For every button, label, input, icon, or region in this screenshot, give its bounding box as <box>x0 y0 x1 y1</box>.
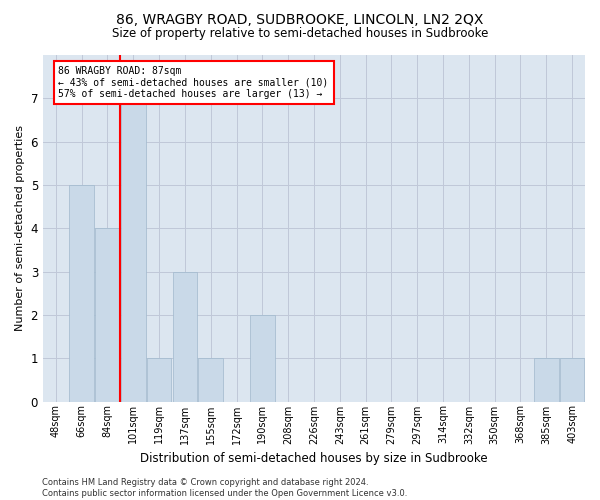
X-axis label: Distribution of semi-detached houses by size in Sudbrooke: Distribution of semi-detached houses by … <box>140 452 488 465</box>
Bar <box>70 185 94 402</box>
Bar <box>173 272 197 402</box>
Bar <box>95 228 120 402</box>
Text: 86 WRAGBY ROAD: 87sqm
← 43% of semi-detached houses are smaller (10)
57% of semi: 86 WRAGBY ROAD: 87sqm ← 43% of semi-deta… <box>58 66 329 99</box>
Y-axis label: Number of semi-detached properties: Number of semi-detached properties <box>15 126 25 332</box>
Text: Contains HM Land Registry data © Crown copyright and database right 2024.
Contai: Contains HM Land Registry data © Crown c… <box>42 478 407 498</box>
Bar <box>250 315 275 402</box>
Bar <box>199 358 223 402</box>
Text: 86, WRAGBY ROAD, SUDBROOKE, LINCOLN, LN2 2QX: 86, WRAGBY ROAD, SUDBROOKE, LINCOLN, LN2… <box>116 12 484 26</box>
Bar <box>534 358 559 402</box>
Bar <box>560 358 584 402</box>
Bar <box>147 358 172 402</box>
Text: Size of property relative to semi-detached houses in Sudbrooke: Size of property relative to semi-detach… <box>112 28 488 40</box>
Bar <box>121 98 146 402</box>
